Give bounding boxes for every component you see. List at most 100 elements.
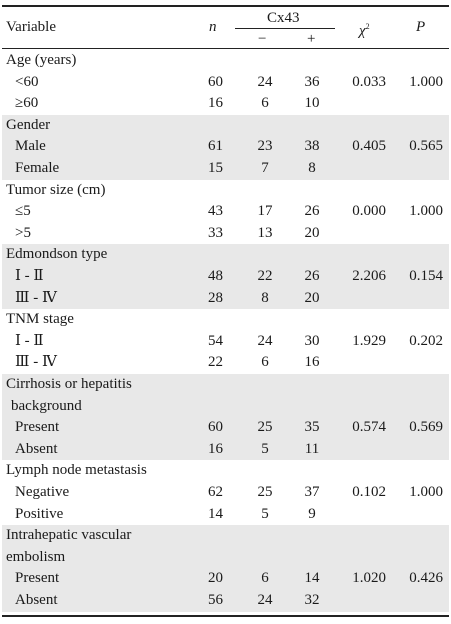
table-row: ≤5 43 17 26 0.000 1.000 [2, 201, 449, 223]
table-row: Present 60 25 35 0.574 0.569 [2, 417, 449, 439]
table-row: Present 20 6 14 1.020 0.426 [2, 568, 449, 590]
cell-cx43-negative: 24 [257, 332, 273, 349]
row-label: Intrahepatic vascular [6, 527, 132, 544]
cell-cx43-negative: 6 [261, 95, 269, 112]
row-label: Ⅲ - Ⅳ [15, 289, 57, 306]
row-label: Ⅲ - Ⅳ [15, 354, 57, 371]
header-plus: + [307, 31, 316, 47]
cx43-underline [235, 28, 335, 29]
table-row: <60 60 24 36 0.033 1.000 [2, 72, 449, 94]
cell-n: 20 [208, 570, 223, 587]
cell-n: 48 [208, 268, 223, 284]
cell-cx43-positive: 9 [308, 505, 316, 522]
row-label: Male [15, 138, 46, 155]
row-label: Present [15, 419, 60, 436]
row-label: Ⅰ - Ⅱ [15, 268, 44, 284]
header-cx43: Cx43 [267, 10, 300, 26]
row-label: Ⅰ - Ⅱ [15, 332, 44, 349]
row-label: Tumor size (cm) [6, 181, 106, 198]
cell-chi-square: 0.033 [352, 73, 386, 90]
header-minus: − [258, 31, 267, 47]
row-label: ≤5 [15, 203, 31, 220]
table-row: >5 33 13 20 [2, 223, 449, 245]
cell-cx43-positive: 35 [304, 419, 320, 436]
cell-cx43-positive: 32 [304, 592, 320, 608]
cell-cx43-positive: 8 [308, 160, 316, 176]
cell-chi-square: 0.405 [352, 138, 386, 155]
table-row: Negative 62 25 37 0.102 1.000 [2, 482, 449, 504]
cell-cx43-positive: 37 [304, 484, 320, 500]
row-label: Cirrhosis or hepatitis [6, 376, 132, 392]
cell-cx43-negative: 7 [261, 160, 269, 176]
row-label: Present [15, 570, 60, 587]
row-label: Negative [15, 484, 70, 500]
cell-cx43-negative: 8 [261, 289, 269, 306]
row-label: ≥60 [15, 95, 39, 112]
cell-n: 28 [208, 289, 223, 306]
cell-cx43-negative: 25 [257, 484, 273, 500]
cell-cx43-positive: 10 [304, 95, 320, 112]
cell-n: 33 [208, 224, 223, 241]
cell-n: 43 [208, 203, 223, 220]
cell-p-value: 0.202 [409, 332, 443, 349]
cell-chi-square: 0.574 [352, 419, 386, 436]
cell-cx43-negative: 24 [257, 592, 273, 608]
group-heading-row: Edmondson type [2, 244, 449, 266]
cell-cx43-negative: 17 [257, 203, 273, 220]
row-label: TNM stage [6, 311, 74, 328]
row-label: Lymph node metastasis [6, 462, 147, 479]
row-label: >5 [15, 224, 31, 241]
cell-cx43-negative: 5 [261, 440, 269, 457]
table-row: Absent 56 24 32 [2, 590, 449, 612]
group-heading-row: Age (years) [2, 50, 449, 72]
header-n: n [209, 19, 217, 35]
cell-p-value: 0.154 [409, 268, 443, 284]
cell-n: 56 [208, 592, 223, 608]
cell-n: 16 [208, 440, 223, 457]
cell-cx43-negative: 6 [261, 354, 269, 371]
row-label: Age (years) [6, 52, 77, 68]
row-label: Female [15, 160, 60, 176]
table-row: Ⅰ - Ⅱ 54 24 30 1.929 0.202 [2, 331, 449, 353]
cell-p-value: 1.000 [409, 484, 443, 500]
cell-n: 15 [208, 160, 223, 176]
cell-n: 60 [208, 419, 223, 436]
cell-n: 62 [208, 484, 223, 500]
cell-chi-square: 1.020 [352, 570, 386, 587]
table-row: Ⅰ - Ⅱ 48 22 26 2.206 0.154 [2, 266, 449, 288]
cell-n: 14 [208, 505, 223, 522]
row-label: Gender [6, 116, 51, 133]
cell-chi-square: 1.929 [352, 332, 386, 349]
table-row: Male 61 23 38 0.405 0.565 [2, 136, 449, 158]
table-header: Variable n Cx43 − + χ2 P [2, 8, 449, 48]
cell-n: 60 [208, 73, 223, 90]
cell-cx43-negative: 5 [261, 505, 269, 522]
row-label: <60 [15, 73, 39, 90]
cell-cx43-negative: 13 [257, 224, 273, 241]
cell-cx43-positive: 26 [304, 268, 320, 284]
cell-cx43-negative: 6 [261, 570, 269, 587]
cell-chi-square: 0.000 [352, 203, 386, 220]
cell-p-value: 1.000 [409, 73, 443, 90]
cell-cx43-positive: 16 [304, 354, 320, 371]
top-rule [2, 5, 449, 7]
table-row: Ⅲ - Ⅳ 28 8 20 [2, 287, 449, 310]
row-label: Positive [15, 505, 64, 522]
cell-p-value: 1.000 [409, 203, 443, 220]
group-heading-row: TNM stage [2, 309, 449, 331]
cell-cx43-negative: 25 [257, 419, 273, 436]
cell-cx43-positive: 20 [304, 224, 320, 241]
cell-cx43-positive: 38 [304, 138, 320, 155]
cell-n: 22 [208, 354, 223, 371]
cell-cx43-negative: 23 [257, 138, 273, 155]
header-rule [2, 48, 449, 49]
group-heading-row: background [2, 395, 449, 418]
group-heading-row: Lymph node metastasis [2, 460, 449, 482]
table-row: Positive 14 5 9 [2, 504, 449, 526]
group-heading-row: Cirrhosis or hepatitis [2, 374, 449, 396]
cell-chi-square: 2.206 [352, 268, 386, 284]
cell-p-value: 0.569 [409, 419, 443, 436]
cell-n: 16 [208, 95, 223, 112]
table-row: Ⅲ - Ⅳ 22 6 16 [2, 352, 449, 374]
table-row: Absent 16 5 11 [2, 438, 449, 461]
